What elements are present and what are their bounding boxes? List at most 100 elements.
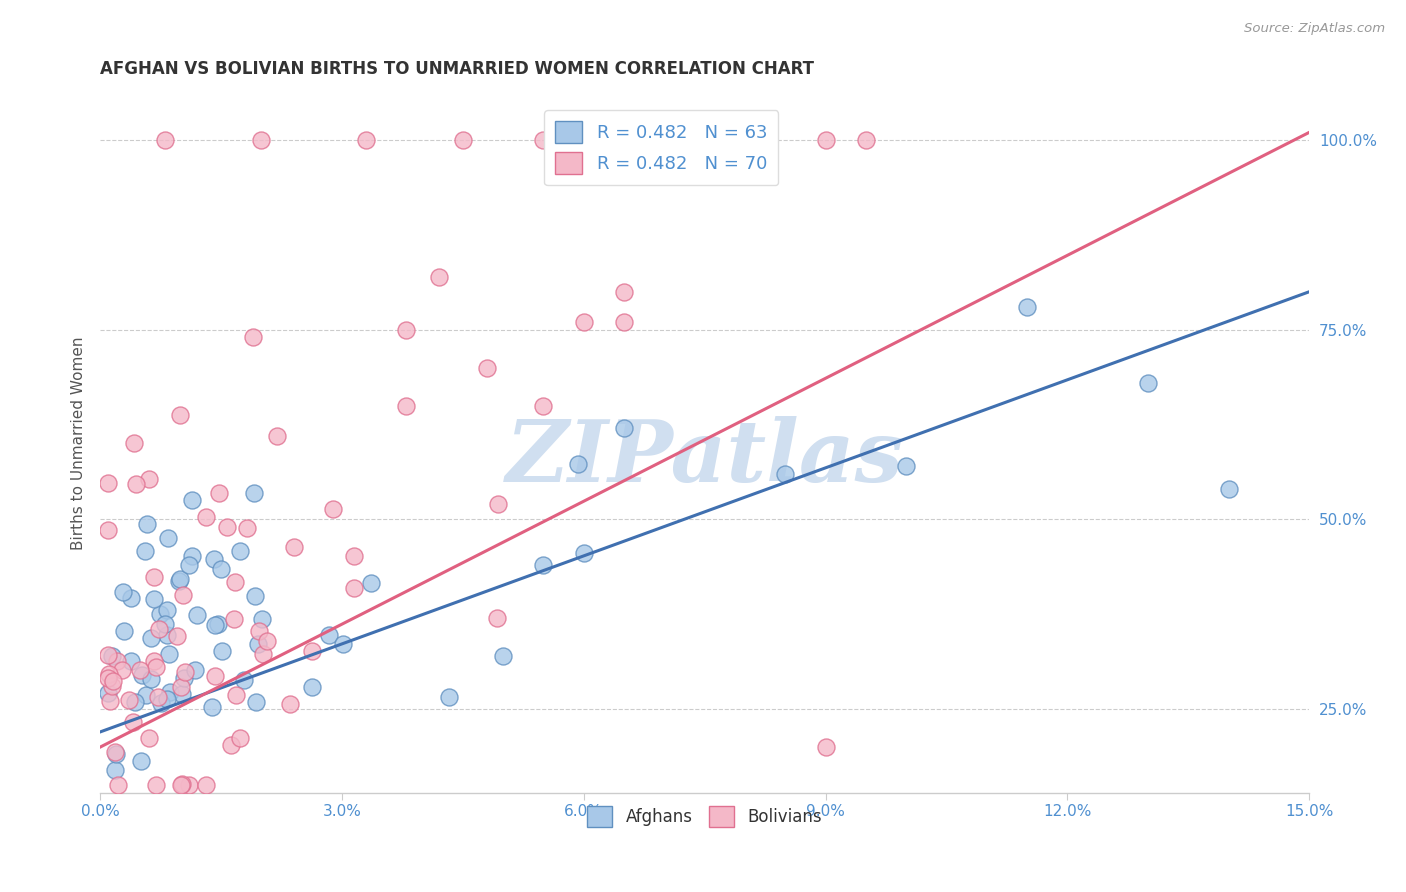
Point — [211, 644, 233, 658]
Point — [225, 688, 247, 702]
Point — [245, 695, 267, 709]
Point — [567, 457, 589, 471]
Point — [1017, 300, 1039, 314]
Point — [613, 421, 636, 435]
Point — [343, 581, 366, 595]
Point — [318, 628, 340, 642]
Y-axis label: Births to Unmarried Women: Births to Unmarried Women — [72, 337, 86, 550]
Point — [103, 673, 125, 688]
Point — [135, 688, 157, 702]
Point — [283, 540, 305, 554]
Point — [156, 603, 179, 617]
Point — [247, 624, 270, 638]
Point — [1218, 482, 1240, 496]
Point — [124, 695, 146, 709]
Point — [201, 700, 224, 714]
Point — [186, 607, 208, 622]
Point — [111, 663, 134, 677]
Point — [150, 696, 173, 710]
Point — [202, 552, 225, 566]
Text: AFGHAN VS BOLIVIAN BIRTHS TO UNMARRIED WOMEN CORRELATION CHART: AFGHAN VS BOLIVIAN BIRTHS TO UNMARRIED W… — [100, 60, 814, 78]
Point — [266, 428, 288, 442]
Point — [332, 637, 354, 651]
Point — [145, 778, 167, 792]
Point — [121, 714, 143, 729]
Point — [533, 133, 555, 147]
Point — [177, 778, 200, 792]
Point — [250, 612, 273, 626]
Point — [180, 549, 202, 563]
Point — [613, 285, 636, 299]
Point — [572, 315, 595, 329]
Point — [153, 616, 176, 631]
Point — [247, 636, 270, 650]
Point — [1137, 376, 1160, 390]
Point — [194, 509, 217, 524]
Point — [177, 558, 200, 572]
Point — [278, 697, 301, 711]
Point — [395, 323, 418, 337]
Point — [208, 486, 231, 500]
Point — [143, 592, 166, 607]
Point — [169, 574, 191, 589]
Point — [572, 546, 595, 560]
Point — [360, 576, 382, 591]
Point — [475, 360, 498, 375]
Point — [229, 543, 252, 558]
Point — [219, 738, 242, 752]
Point — [166, 629, 188, 643]
Point — [224, 612, 246, 626]
Point — [170, 776, 193, 790]
Point — [97, 671, 120, 685]
Point — [97, 475, 120, 490]
Point — [142, 570, 165, 584]
Point — [156, 692, 179, 706]
Point — [486, 611, 509, 625]
Point — [156, 628, 179, 642]
Point — [343, 549, 366, 563]
Point — [107, 778, 129, 792]
Point — [896, 459, 918, 474]
Point — [486, 497, 509, 511]
Point — [217, 520, 239, 534]
Point — [157, 531, 180, 545]
Point — [143, 654, 166, 668]
Point — [157, 647, 180, 661]
Point — [250, 133, 273, 147]
Point — [173, 671, 195, 685]
Point — [169, 408, 191, 422]
Point — [104, 747, 127, 762]
Point — [138, 472, 160, 486]
Point — [204, 618, 226, 632]
Point — [169, 680, 191, 694]
Point — [492, 648, 515, 663]
Point — [224, 575, 246, 590]
Point — [146, 690, 169, 704]
Text: Source: ZipAtlas.com: Source: ZipAtlas.com — [1244, 22, 1385, 36]
Point — [100, 679, 122, 693]
Point — [437, 690, 460, 705]
Point — [204, 669, 226, 683]
Point — [170, 778, 193, 792]
Point — [120, 654, 142, 668]
Point — [172, 687, 194, 701]
Point — [229, 731, 252, 746]
Point — [120, 591, 142, 605]
Point — [814, 740, 837, 755]
Point — [138, 731, 160, 746]
Point — [97, 666, 120, 681]
Text: ZIPatlas: ZIPatlas — [506, 416, 904, 500]
Point — [103, 745, 125, 759]
Point — [236, 521, 259, 535]
Point — [233, 673, 256, 688]
Point — [169, 573, 191, 587]
Point — [129, 754, 152, 768]
Point — [105, 655, 128, 669]
Point — [184, 664, 207, 678]
Point — [104, 763, 127, 777]
Point — [124, 477, 146, 491]
Point — [148, 623, 170, 637]
Point — [128, 664, 150, 678]
Point — [195, 778, 218, 792]
Point — [136, 516, 159, 531]
